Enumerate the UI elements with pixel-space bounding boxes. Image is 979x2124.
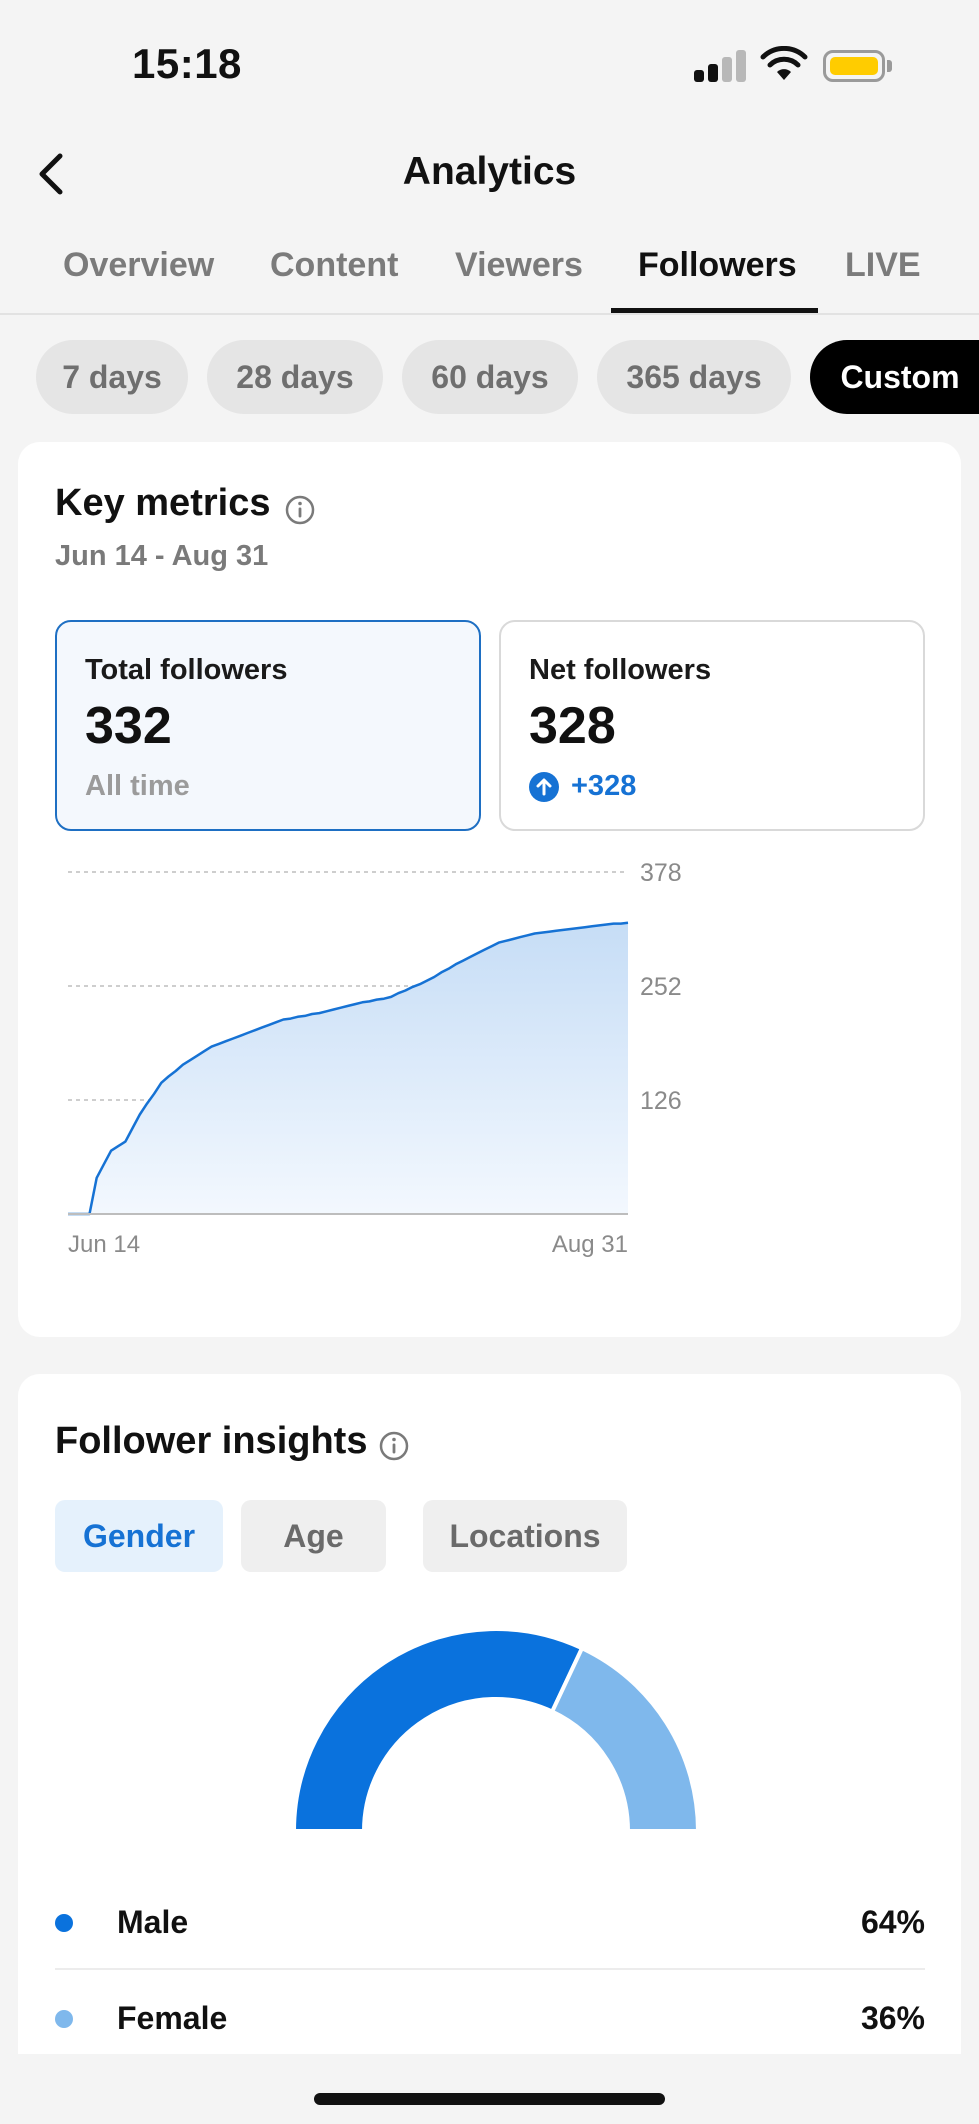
range-chip-custom[interactable]: Custom <box>810 340 979 414</box>
date-range-chips: 7 days 28 days 60 days 365 days Custom <box>0 340 979 416</box>
total-followers-value: 332 <box>85 697 172 755</box>
insights-tab-locations[interactable]: Locations <box>423 1500 627 1572</box>
home-indicator <box>314 2093 665 2105</box>
date-range-label: Jun 14 - Aug 31 <box>55 540 269 572</box>
total-followers-label: Total followers <box>85 654 288 686</box>
legend-value-female: 36% <box>860 2000 925 2036</box>
female-color-dot <box>55 2010 73 2028</box>
arrow-up-circle-icon <box>529 772 559 802</box>
total-followers-card[interactable]: Total followers 332 All time <box>55 620 481 831</box>
insights-tab-age[interactable]: Age <box>241 1500 386 1572</box>
tab-content[interactable]: Content <box>270 246 399 284</box>
range-chip-28-days[interactable]: 28 days <box>207 340 383 414</box>
legend-value-male: 64% <box>860 1904 925 1940</box>
follower-insights-card: Follower insights Gender Age Locations M… <box>18 1374 961 2054</box>
key-metrics-card: Key metrics Jun 14 - Aug 31 Total follow… <box>18 442 961 1337</box>
net-followers-label: Net followers <box>529 654 712 686</box>
followers-chart: 126 252 378 Jun 14 Aug 31 <box>18 862 961 1292</box>
wifi-icon <box>760 46 808 80</box>
y-tick-label: 126 <box>640 1087 682 1115</box>
info-icon[interactable] <box>284 494 316 526</box>
analytics-tabs: Overview Content Viewers Followers LIVE <box>0 228 979 315</box>
status-bar: 15:18 <box>0 0 979 120</box>
tab-overview[interactable]: Overview <box>63 246 215 284</box>
page-title: Analytics <box>402 150 577 193</box>
range-chip-7-days[interactable]: 7 days <box>36 340 188 414</box>
status-time: 15:18 <box>132 40 242 87</box>
followers-area <box>68 922 628 1214</box>
donut-segment-male <box>291 1627 585 1833</box>
legend-row-female: Female 36% <box>55 1974 925 2064</box>
cellular-signal-icon <box>694 50 746 82</box>
tab-live[interactable]: LIVE <box>845 246 921 284</box>
x-end-label: Aug 31 <box>552 1231 628 1258</box>
y-tick-label: 378 <box>640 862 682 887</box>
legend-label-male: Male <box>117 1904 189 1940</box>
net-followers-card[interactable]: Net followers 328 +328 <box>499 620 925 831</box>
net-followers-value: 328 <box>529 697 616 755</box>
key-metrics-title: Key metrics <box>55 482 271 524</box>
range-chip-365-days[interactable]: 365 days <box>597 340 791 414</box>
donut-segment-female <box>549 1645 701 1833</box>
insights-tab-gender[interactable]: Gender <box>55 1500 223 1572</box>
total-followers-subtext: All time <box>85 770 190 802</box>
active-tab-indicator <box>611 308 818 313</box>
back-chevron-icon[interactable] <box>30 150 74 198</box>
followers-area-chart: 126 252 378 Jun 14 Aug 31 <box>68 862 682 1258</box>
battery-icon <box>823 50 893 82</box>
tab-viewers[interactable]: Viewers <box>455 246 583 284</box>
gender-half-donut-chart <box>291 1627 701 1833</box>
tab-followers[interactable]: Followers <box>638 246 797 284</box>
insights-tabs: Gender Age Locations <box>55 1500 655 1574</box>
legend-divider <box>55 1968 925 1970</box>
range-chip-60-days[interactable]: 60 days <box>402 340 578 414</box>
follower-insights-title: Follower insights <box>55 1420 368 1462</box>
legend-label-female: Female <box>117 2000 228 2036</box>
info-icon[interactable] <box>378 1430 410 1462</box>
legend-row-male: Male 64% <box>55 1878 925 1968</box>
header: Analytics <box>0 130 979 218</box>
male-color-dot <box>55 1914 73 1932</box>
net-followers-delta: +328 <box>571 770 637 802</box>
y-tick-label: 252 <box>640 973 682 1001</box>
x-start-label: Jun 14 <box>68 1231 140 1258</box>
followers-line <box>68 921 629 1216</box>
